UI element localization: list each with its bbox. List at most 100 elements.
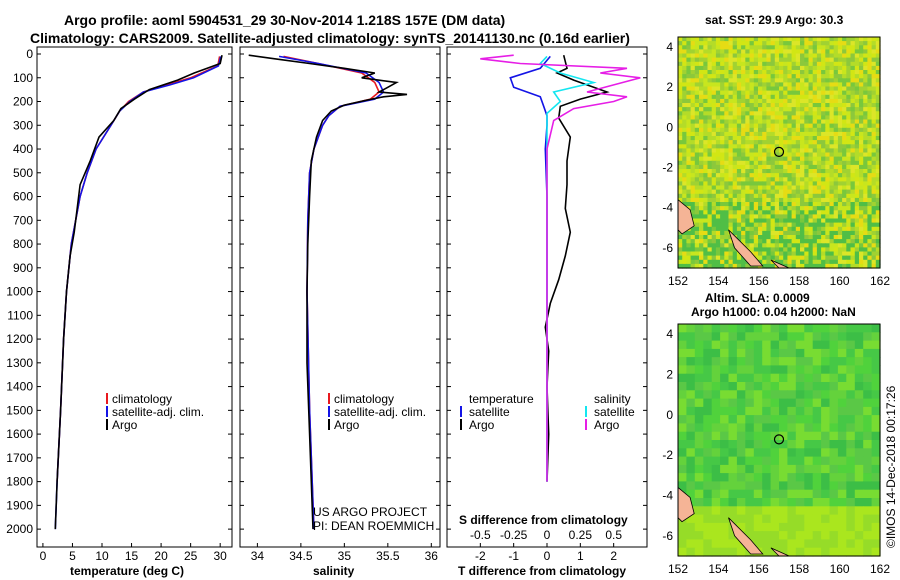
map-cell [812,218,818,224]
map-cell [833,181,839,187]
map-cell [753,226,759,232]
map-cell [686,193,692,199]
map-cell [774,181,780,187]
map-cell [728,197,734,203]
map-cell [770,115,776,121]
map-cell [690,197,696,203]
map-cell [783,243,788,248]
map-cell [711,214,717,220]
map-cell [804,131,810,137]
map-cell [762,448,772,458]
map-cell [829,255,835,261]
map-cell [753,45,759,50]
map-cell [871,78,877,83]
map-cell [678,357,687,366]
map-cell [846,181,852,187]
map-cell [837,152,843,158]
map-cell [795,148,801,154]
map-cell [783,103,788,108]
s-difference-x-axis: -0.5 -0.25 0 0.25 0.5 [470,528,622,542]
map-cell [682,164,687,170]
map-cell [766,131,772,137]
map-cell [808,251,814,257]
map-cell [703,103,709,108]
map-cell [859,57,864,63]
map-y-tick-label: -6 [662,241,673,255]
map-cell [720,156,725,162]
map-cell [711,98,717,104]
map-cell [749,127,755,133]
map-cell [800,247,805,253]
map-cell [787,127,793,133]
map-cell [732,49,738,55]
map-cell [728,185,734,191]
map-cell [686,406,696,416]
map-cell [753,61,759,67]
map-cell [800,136,805,141]
map-cell [724,70,730,75]
map-cell [854,90,860,96]
map-cell [694,144,700,149]
map-cell [694,514,704,524]
map-cell [736,214,742,220]
map-cell [736,82,742,88]
map-cell [703,177,709,182]
map-cell [842,156,847,162]
map-cell [758,65,763,71]
map-cell [821,365,831,375]
map-cell [854,365,864,375]
map-cell [715,226,721,232]
map-cell [711,382,721,391]
map-cell [678,263,683,269]
map-cell [808,247,814,253]
map-cell [745,415,755,424]
map-cell [795,140,801,145]
map-cell [762,230,767,236]
map-cell [766,148,772,154]
map-cell [779,382,788,391]
map-cell [859,193,864,199]
map-cell [808,74,814,79]
map-cell [724,82,730,88]
map-cell [863,398,873,408]
map-cell [821,156,826,162]
map-cell [804,78,810,83]
map-cell [863,332,873,342]
map-cell [863,235,868,240]
map-cell [690,235,696,240]
map-cell [791,235,797,240]
map-cell [766,115,772,121]
map-cell [842,90,847,96]
map-cell [736,131,742,137]
map-cell [812,210,818,215]
map-cell [694,185,700,191]
map-cell [783,131,788,137]
map-cell [787,415,797,424]
map-cell [791,94,797,100]
map-cell [711,53,717,59]
map-cell [711,164,717,170]
map-cell [779,473,788,482]
map-cell [846,259,852,265]
sla-map-frame [677,323,881,557]
map-cell [703,547,713,557]
map-cell [867,111,873,116]
map-cell [779,239,784,244]
map-cell [699,61,704,67]
map-cell [728,514,738,524]
map-cell [837,206,843,211]
map-cell [779,255,784,261]
map-cell [825,218,831,224]
x-tick-label: 20 [154,549,168,563]
map-cell [766,218,772,224]
map-x-tick-label: 156 [749,562,769,576]
map-cell [846,357,856,366]
map-cell [846,202,852,207]
map-cell [736,53,742,59]
map-cell [871,37,877,42]
map-cell [753,251,759,257]
map-cell [762,324,772,333]
map-cell [703,456,713,466]
map-cell [825,239,831,244]
map-cell [812,239,818,244]
